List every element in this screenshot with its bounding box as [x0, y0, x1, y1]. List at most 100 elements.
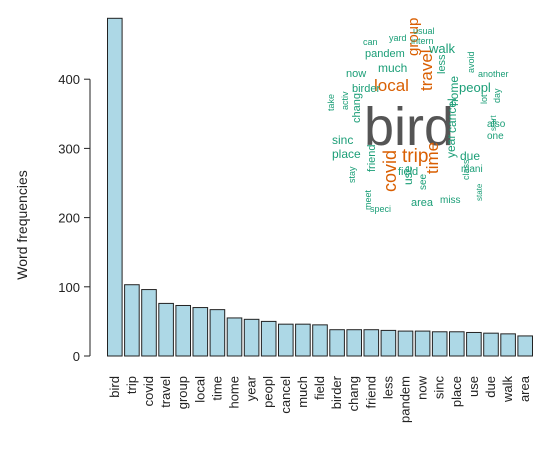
bar-trip: [124, 284, 140, 357]
word-cloud-word: sinc: [332, 133, 353, 147]
word-cloud-word: state: [475, 183, 484, 201]
x-tick-label: place: [449, 376, 464, 407]
y-tick-label: 200: [58, 211, 80, 226]
y-tick-label: 100: [58, 280, 80, 295]
x-tick-label: home: [227, 376, 242, 409]
x-tick-label: pandem: [398, 376, 413, 423]
word-cloud-word: year: [444, 135, 458, 158]
x-tick-label: much: [295, 376, 310, 408]
x-tick-label: less: [380, 376, 395, 400]
x-tick-label: due: [483, 376, 498, 398]
word-cloud-word: pandem: [365, 48, 405, 60]
bar-area: [517, 335, 534, 357]
word-cloud-word: local: [374, 76, 409, 95]
word-cloud-word: meet: [363, 189, 373, 210]
word-cloud-word: less: [436, 54, 448, 74]
x-tick-label: year: [244, 375, 259, 401]
bar-place: [449, 331, 465, 357]
bar-home: [226, 317, 243, 357]
word-cloud-word: place: [332, 147, 361, 161]
bar-cancel: [278, 323, 294, 357]
bar-group: [175, 304, 191, 357]
bar-year: [243, 318, 260, 357]
word-cloud-word: mani: [461, 164, 483, 175]
word-cloud-word: see: [418, 173, 429, 190]
word-cloud-word: miss: [440, 195, 461, 206]
x-tick-labels: bird trip covid travel group local time home yea…: [107, 375, 532, 423]
word-cloud-word: field: [398, 166, 418, 178]
word-cloud-word: intern: [411, 36, 434, 46]
x-tick-label: peopl: [261, 376, 276, 408]
bar-birder: [329, 329, 345, 357]
word-cloud-word: due: [460, 149, 480, 163]
word-cloud-word: stay: [347, 166, 357, 183]
y-tick-label: 0: [73, 349, 80, 364]
bar-now: [414, 330, 431, 357]
word-cloud-word: another: [478, 69, 509, 79]
x-tick-label: local: [192, 376, 207, 403]
x-tick-label: time: [209, 376, 224, 401]
word-cloud-word: usual: [413, 26, 435, 36]
word-cloud-word: covid: [380, 150, 400, 192]
y-tick-label: 400: [58, 72, 80, 87]
bar-use: [466, 331, 482, 357]
word-cloud-word: speci: [370, 204, 391, 214]
bar-covid: [141, 289, 157, 357]
x-tick-label: birder: [329, 375, 344, 409]
x-tick-label: field: [312, 376, 327, 400]
bar-time: [209, 309, 226, 357]
bars: [107, 17, 534, 357]
y-axis-label: Word frequencies: [14, 170, 30, 279]
bar-field: [312, 324, 328, 357]
x-tick-label: walk: [500, 376, 515, 404]
bar-peopl: [260, 320, 277, 357]
bar-bird: [107, 17, 123, 357]
word-cloud-word: take: [326, 94, 336, 111]
word-cloud-word: birder: [352, 83, 380, 95]
word-cloud-word: activ: [340, 91, 350, 110]
x-tick-label: area: [517, 375, 532, 402]
x-tick-label: bird: [107, 376, 122, 398]
word-cloud-word: peopl: [459, 80, 491, 95]
word-cloud-word: use: [401, 165, 415, 185]
word-cloud-word: can: [363, 37, 378, 47]
bar-pandem: [397, 330, 414, 357]
word-cloud-word: walk: [428, 41, 456, 56]
bar-local: [192, 307, 209, 357]
word-cloud-word: trip: [402, 146, 428, 167]
bar-friend: [363, 329, 380, 357]
word-cloud-word: chang: [351, 93, 363, 123]
word-cloud-word: day: [492, 88, 502, 103]
x-tick-label: chang: [346, 376, 361, 411]
word-cloud-word: area: [411, 197, 434, 209]
x-tick-label: sinc: [432, 376, 447, 400]
x-tick-label: trip: [124, 376, 139, 394]
bar-much: [295, 323, 311, 357]
word-cloud-word: much: [378, 61, 407, 75]
word-cloud-word: time: [423, 142, 442, 174]
bar-walk: [500, 333, 516, 357]
word-cloud-word: now: [346, 68, 366, 80]
word-cloud-word: cancel: [445, 98, 459, 133]
word-cloud-word: avoid: [466, 51, 476, 73]
word-cloud-word: bird: [364, 97, 454, 157]
word-cloud-word: group: [405, 18, 422, 56]
x-tick-label: covid: [141, 376, 156, 406]
bar-chang: [346, 329, 362, 357]
x-tick-label: travel: [158, 376, 173, 408]
y-tick-label: 300: [58, 141, 80, 156]
x-tick-label: use: [466, 376, 481, 397]
x-tick-label: group: [175, 376, 190, 409]
bar-travel: [158, 302, 174, 357]
y-axis: 0 100 200 300 400: [58, 72, 91, 364]
word-cloud-word: home: [447, 76, 461, 106]
word-cloud-word: start: [489, 115, 498, 131]
x-tick-label: cancel: [278, 376, 293, 414]
word-cloud-word: travel: [417, 49, 436, 91]
x-tick-label: friend: [363, 376, 378, 409]
bar-less: [380, 329, 397, 357]
bar-sinc: [431, 331, 448, 357]
word-cloud-word: friend: [366, 144, 378, 172]
